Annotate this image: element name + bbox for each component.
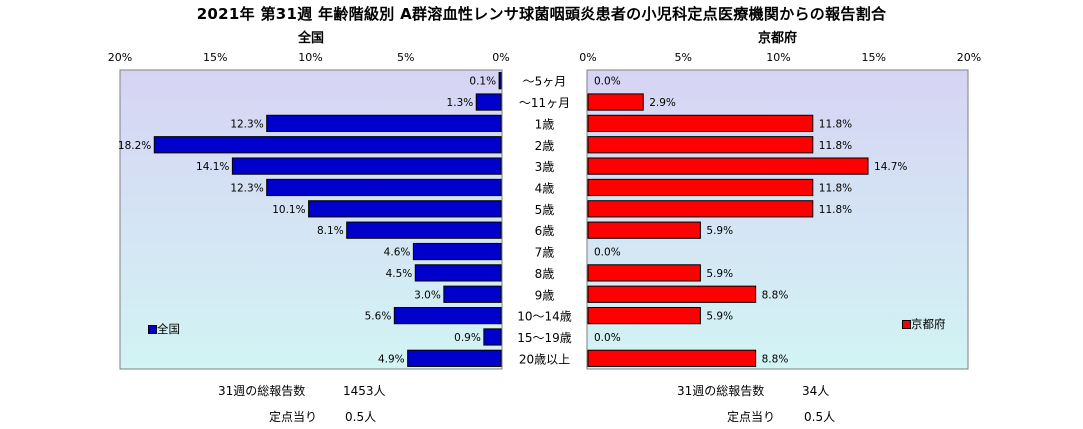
national-value-label: 0.1% [469,76,496,88]
national-xtick-label: 20% [108,51,132,64]
national-value-label: 3.0% [414,289,441,301]
kyoto-value-label: 11.8% [819,118,852,130]
national-value-label: 4.6% [384,247,411,259]
national-bar [407,349,502,367]
kyoto-bar [587,221,701,239]
kyoto-xtick-label: 5% [675,51,692,64]
kyoto-xtick-label: 20% [957,51,981,64]
kyoto-bar [587,114,814,133]
category-label: 5歳 [535,203,555,217]
kyoto-value-label: 2.9% [649,97,676,109]
national-bar [414,264,502,282]
national-value-label: 4.9% [378,353,405,365]
national-per-value: 0.5人 [345,410,377,424]
kyoto-value-label: 11.8% [819,182,852,194]
national-value-label: 18.2% [118,140,151,152]
kyoto-value-label: 5.9% [706,268,733,280]
national-bar [483,328,502,346]
national-value-label: 8.1% [317,225,344,237]
kyoto-per-label: 定点当り [727,410,776,424]
category-label: ～11ヶ月 [519,96,570,110]
kyoto-value-label: 0.0% [594,76,621,88]
national-value-label: 12.3% [230,118,263,130]
category-label: 15～19歳 [517,331,572,345]
national-bar [346,221,502,239]
national-value-label: 4.5% [386,268,413,280]
kyoto-xtick-label: 10% [766,51,790,64]
kyoto-value-label: 11.8% [819,140,852,152]
category-label: 4歳 [535,181,555,195]
kyoto-bar [587,178,814,197]
national-value-label: 1.3% [447,97,474,109]
kyoto-bar [587,285,757,303]
national-xtick-label: 10% [298,51,322,64]
national-bar [266,114,502,133]
national-value-label: 12.3% [230,182,263,194]
kyoto-bar [587,93,644,111]
national-bar [498,72,502,90]
kyoto-per-value: 0.5人 [804,410,836,424]
national-xtick-label: 0% [492,51,509,64]
national-bar [308,200,502,218]
category-label: 6歳 [535,224,555,238]
kyoto-xtick-label: 15% [862,51,886,64]
national-bar [266,178,502,197]
kyoto-total-value: 34人 [802,384,830,398]
kyoto-bar [587,306,701,325]
national-total-value: 1453人 [343,384,386,398]
kyoto-bar [587,136,814,154]
national-xtick-label: 15% [203,51,227,64]
kyoto-value-label: 8.8% [762,353,789,365]
kyoto-bar [587,200,814,218]
category-label: ～5ヶ月 [523,75,567,89]
kyoto-value-label: 0.0% [594,247,621,259]
category-label: 7歳 [535,246,555,260]
category-label: 3歳 [535,160,555,174]
national-value-label: 14.1% [196,161,229,173]
kyoto-value-label: 5.9% [706,225,733,237]
kyoto-value-label: 8.8% [762,289,789,301]
national-value-label: 0.9% [454,332,481,344]
national-bar [443,285,502,303]
kyoto-value-label: 0.0% [594,332,621,344]
category-label: 9歳 [535,288,555,302]
national-panel-title: 全国 [297,31,324,46]
kyoto-value-label: 5.9% [706,311,733,323]
category-label: 20歳以上 [519,352,570,366]
category-label: 10～14歳 [517,310,572,324]
national-total-label: 31週の総報告数 [218,384,306,398]
category-label: 2歳 [535,139,555,153]
kyoto-value-label: 11.8% [819,204,852,216]
category-label: 1歳 [535,117,555,131]
kyoto-value-label: 14.7% [874,161,907,173]
national-bar [393,306,502,325]
kyoto-total-label: 31週の総報告数 [677,384,765,398]
national-bar [412,242,502,261]
national-bar [153,136,502,154]
kyoto-bar [587,264,701,282]
national-value-label: 10.1% [272,204,305,216]
kyoto-bar [587,349,757,367]
kyoto-legend-label: 京都府 [911,317,946,331]
national-per-label: 定点当り [269,410,318,424]
national-legend-swatch [148,325,157,334]
chart-title: 2021年 第31週 年齢階級別 A群溶血性レンサ球菌咽頭炎患者の小児科定点医療… [196,5,887,23]
kyoto-legend-swatch [902,320,911,329]
category-label: 8歳 [535,267,555,281]
national-bar [231,157,502,175]
kyoto-bar [587,157,869,175]
national-legend-label: 全国 [157,322,180,336]
national-xtick-label: 5% [397,51,414,64]
national-bar [475,93,502,111]
kyoto-panel-title: 京都府 [757,31,797,46]
national-value-label: 5.6% [365,311,392,323]
kyoto-xtick-label: 0% [579,51,596,64]
